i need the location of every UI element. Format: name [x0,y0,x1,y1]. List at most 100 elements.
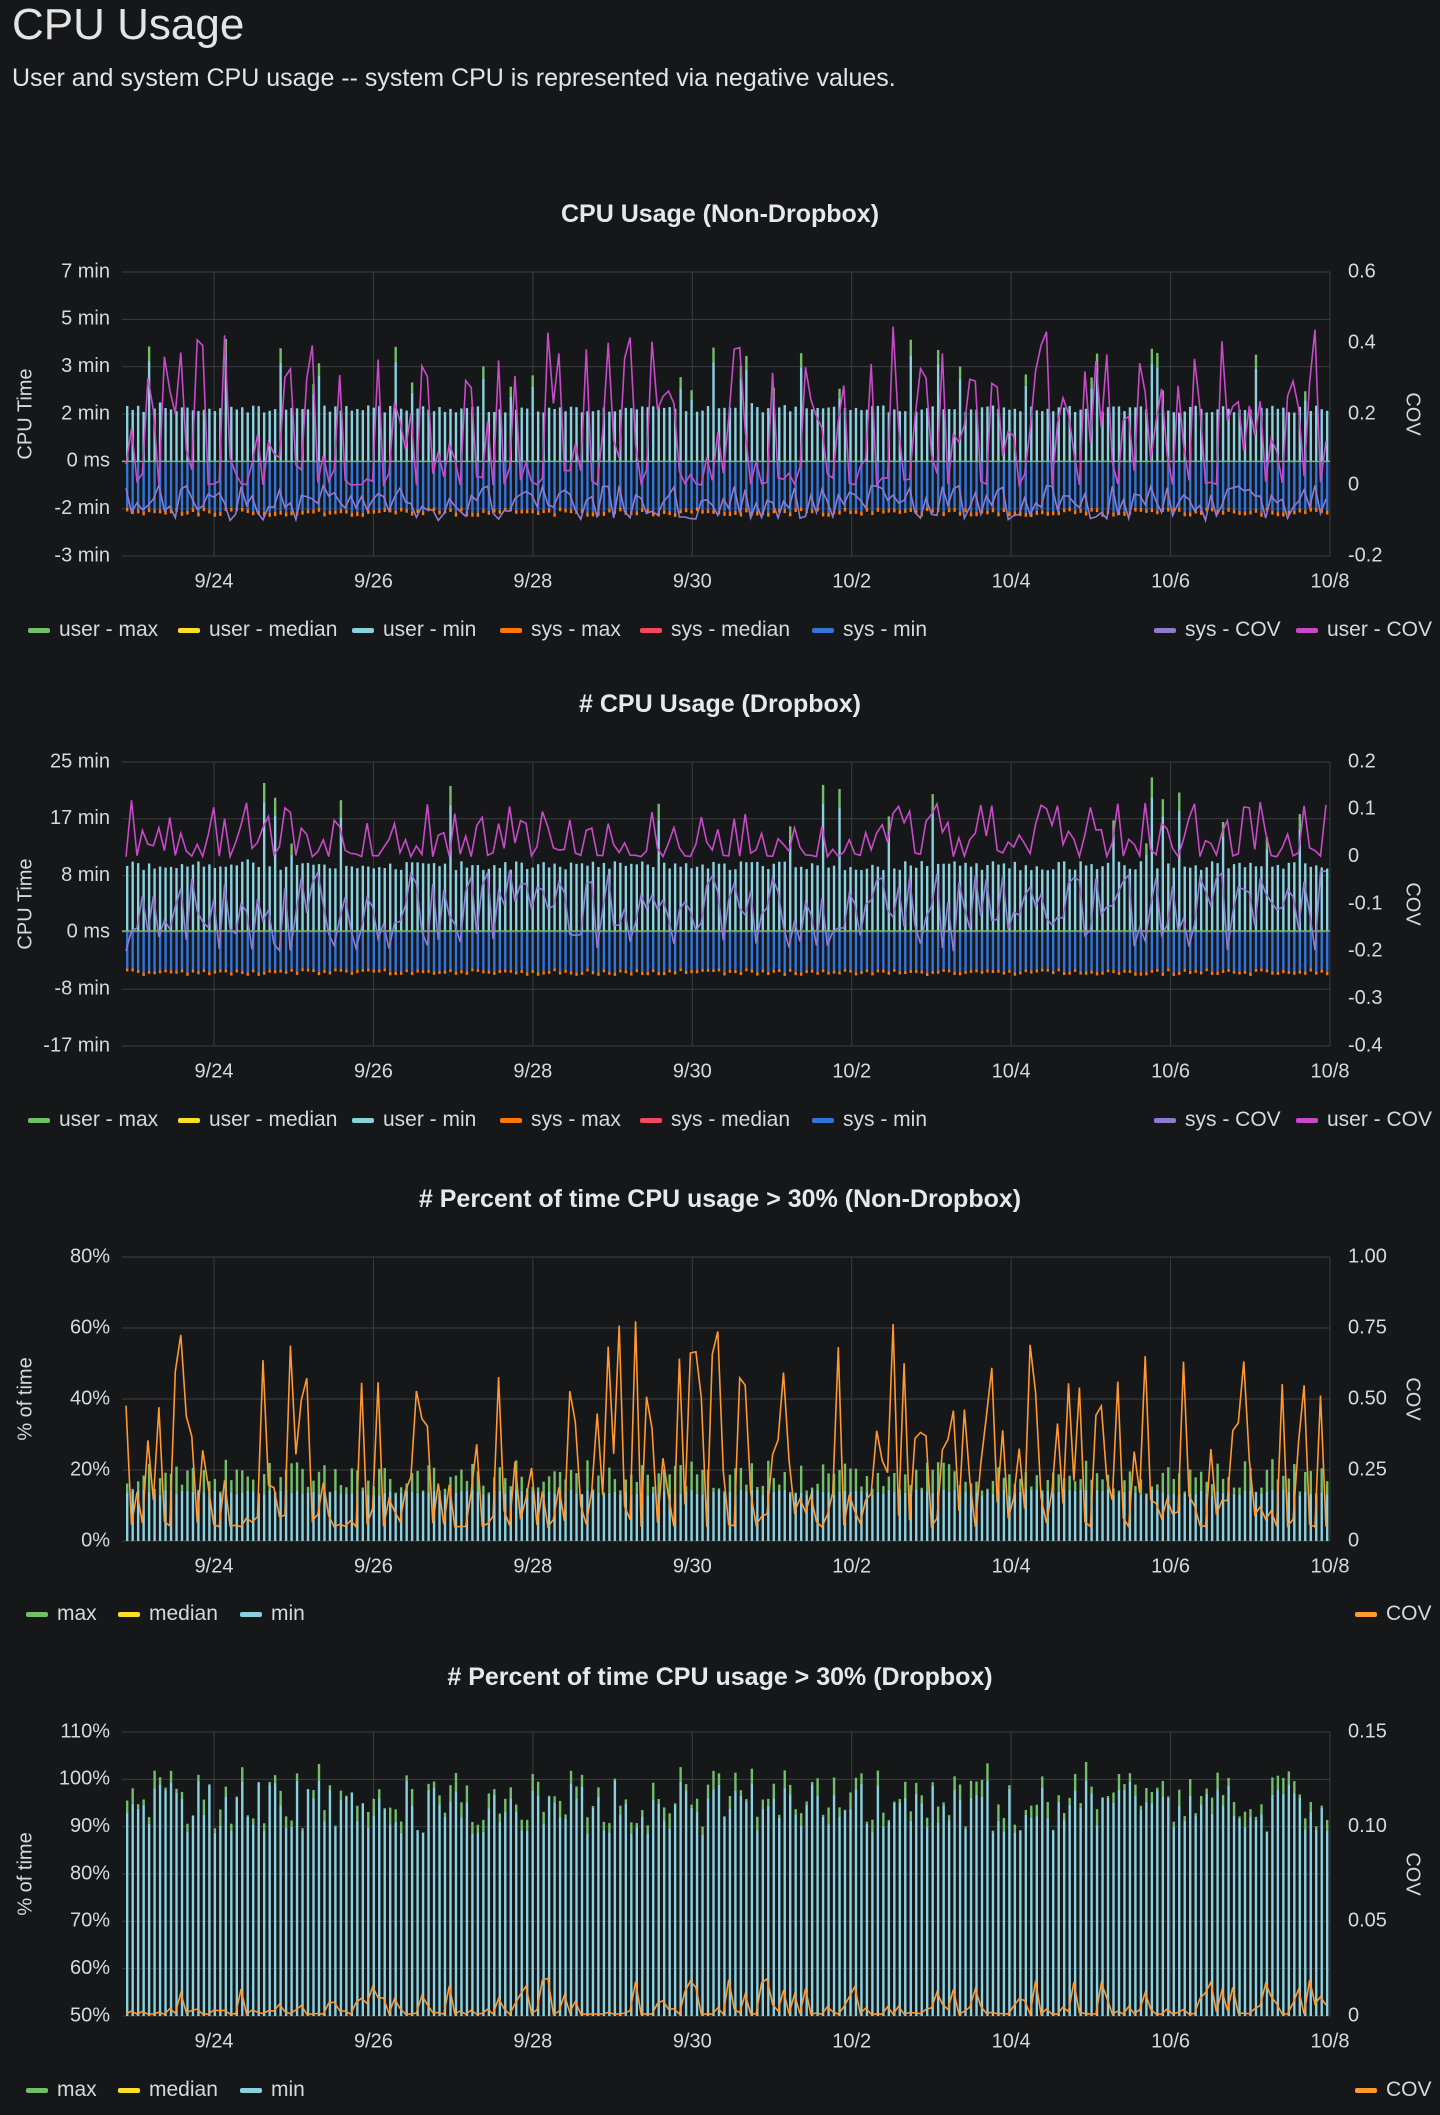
legend-item[interactable]: COV [1355,2078,1432,2102]
max-bar [1008,1785,1011,1789]
sys-max-bar [558,971,562,975]
user-cov-line [125,326,1327,488]
sys-min-bar [849,461,852,511]
sys-min-bar [515,461,518,510]
max-bar [1161,1472,1165,1493]
y-tick-label: 100% [59,1768,110,1790]
sys-min-bar [1019,931,1022,972]
legend-item[interactable]: user - max [28,1108,158,1132]
sys-max-bar [219,511,222,516]
legend-item[interactable]: min [240,1602,305,1626]
max-bar [350,1468,354,1494]
max-bar [558,1801,562,1818]
min-bar [547,1492,551,1541]
legend-item[interactable]: sys - median [640,1108,790,1132]
min-bar [942,1489,945,1541]
sys-min-bar [230,931,233,973]
legend-item[interactable]: user - min [352,1108,476,1132]
x-tick-label: 9/28 [513,1060,552,1082]
legend-item[interactable]: user - max [28,618,158,642]
min-bar [147,1491,151,1541]
sys-max-bar [1057,968,1060,972]
sys-min-bar [367,461,370,511]
sys-max-bar [290,511,293,516]
user-min-bar [1189,406,1192,462]
sys-min-bar [443,461,447,510]
sys-max-bar [1189,512,1192,517]
y-tick-label: 40% [70,1387,110,1409]
user-min-bar [931,406,934,462]
user-min-bar [1117,861,1121,932]
legend-item[interactable]: user - min [352,618,476,642]
sys-min-bar [1057,931,1060,969]
sys-min-bar [1178,461,1181,509]
max-bar [1221,1478,1225,1493]
max-bar [1199,1471,1203,1491]
legend-item[interactable]: sys - COV [1154,1108,1281,1132]
max-bar [876,1770,880,1786]
bar-series [126,1459,1329,1541]
sys-min-bar [273,931,277,971]
user-min-bar [1227,868,1230,932]
legend-item[interactable]: sys - max [500,1108,621,1132]
min-bar [745,1490,748,1541]
user-min-bar [339,817,343,932]
legend-item[interactable]: min [240,2078,305,2102]
legend-item[interactable]: user - median [178,618,337,642]
legend-item[interactable]: sys - max [500,618,621,642]
y-tick-label: 50% [70,2004,110,2026]
user-min-bar [624,407,628,462]
sys-max-bar [1156,968,1159,972]
min-bar [438,1804,441,2016]
user-min-bar [991,861,995,932]
max-bar [882,1812,885,1827]
user-min-bar [317,864,321,932]
sys-max-bar [553,512,556,517]
sys-max-bar [1068,971,1071,975]
min-bar [235,1494,238,1541]
legend-label: sys - max [531,618,621,641]
legend-item[interactable]: sys - COV [1154,618,1281,642]
percent-time-dropbox-chart[interactable]: 110%100%90%80%70%60%50%0.150.100.0509/24… [0,1710,1440,2055]
sys-max-bar [443,970,447,974]
max-bar [454,1773,458,1792]
legend-item[interactable]: user - median [178,1108,337,1132]
legend-item[interactable]: median [118,2078,218,2102]
max-bar [646,1474,649,1496]
sys-min-bar [476,931,480,969]
legend-item[interactable]: median [118,1602,218,1626]
min-bar [493,1490,496,1541]
user-min-bar [904,861,907,932]
legend-item[interactable]: COV [1355,1602,1432,1626]
legend-item[interactable]: sys - min [812,618,927,642]
legend-item[interactable]: max [26,2078,97,2102]
min-bar [383,1809,386,2016]
user-min-bar [520,407,523,462]
legend-item[interactable]: user - COV [1296,618,1432,642]
user-max-bar [1095,353,1099,368]
legend-item[interactable]: sys - min [812,1108,927,1132]
user-min-bar [799,367,803,462]
legend-item[interactable]: user - COV [1296,1108,1432,1132]
sys-max-bar [1320,969,1323,973]
min-bar [158,1784,162,2016]
sys-min-bar [991,931,995,970]
sys-min-bar [345,931,348,970]
user-min-bar [345,865,348,932]
min-bar [838,1816,841,2016]
max-bar [980,1780,984,1797]
max-bar [1326,1820,1329,1832]
max-bar [553,1796,556,1803]
sys-min-bar [142,461,145,512]
sys-min-bar [1183,931,1186,969]
min-bar [1210,1813,1214,2016]
max-bar [953,1471,956,1490]
legend-item[interactable]: sys - median [640,618,790,642]
user-min-bar [624,865,628,932]
max-bar [1156,1484,1159,1490]
legend-item[interactable]: max [26,1602,97,1626]
sys-max-bar [816,971,819,975]
